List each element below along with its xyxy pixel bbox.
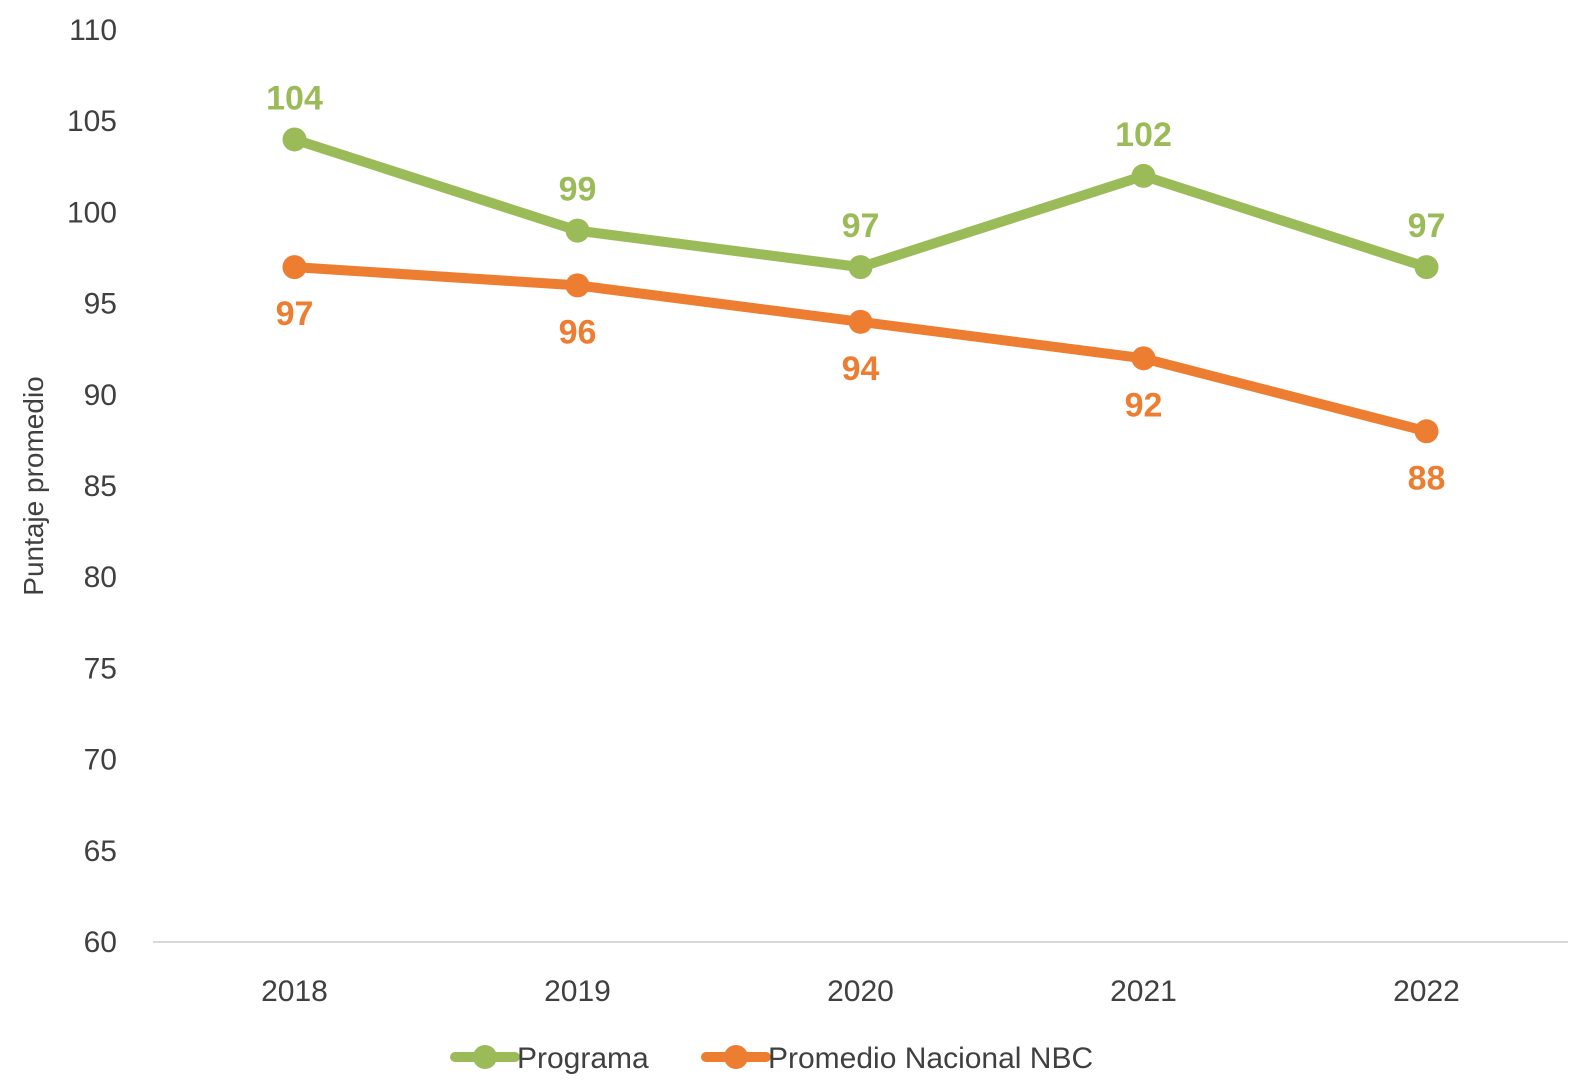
y-tick-label-65: 65 bbox=[84, 835, 117, 868]
data-point-promedio-nacional-nbc-2020 bbox=[848, 309, 873, 334]
x-tick-label-2020: 2020 bbox=[827, 975, 894, 1008]
y-axis-label: Puntaje promedio bbox=[18, 376, 49, 595]
data-point-programa-2021 bbox=[1131, 163, 1156, 188]
data-point-promedio-nacional-nbc-2018 bbox=[282, 255, 307, 280]
data-label-programa-2019: 99 bbox=[559, 171, 597, 209]
data-point-programa-2022 bbox=[1414, 255, 1439, 280]
x-tick-label-2022: 2022 bbox=[1393, 975, 1460, 1008]
y-tick-label-70: 70 bbox=[84, 744, 117, 777]
data-label-promedio-nacional-nbc-2018: 97 bbox=[276, 295, 314, 333]
y-tick-label-85: 85 bbox=[84, 470, 117, 503]
data-point-promedio-nacional-nbc-2021 bbox=[1131, 346, 1156, 371]
data-point-promedio-nacional-nbc-2022 bbox=[1414, 419, 1439, 444]
data-label-programa-2020: 97 bbox=[842, 207, 880, 245]
y-axis-ticks: 60 65 70 75 80 85 90 95 100 105 110 bbox=[67, 14, 117, 959]
data-label-programa-2021: 102 bbox=[1115, 116, 1172, 154]
data-point-programa-2019 bbox=[565, 218, 590, 243]
y-tick-label-80: 80 bbox=[84, 561, 117, 594]
data-point-programa-2018 bbox=[282, 127, 307, 152]
x-tick-label-2018: 2018 bbox=[261, 975, 328, 1008]
y-tick-label-60: 60 bbox=[84, 926, 117, 959]
y-tick-label-90: 90 bbox=[84, 379, 117, 412]
y-tick-label-95: 95 bbox=[84, 288, 117, 321]
y-tick-label-105: 105 bbox=[67, 105, 117, 138]
y-tick-label-100: 100 bbox=[67, 196, 117, 229]
y-tick-label-110: 110 bbox=[69, 14, 117, 47]
legend-label-programa: Programa bbox=[517, 1042, 649, 1075]
x-tick-label-2019: 2019 bbox=[544, 975, 611, 1008]
data-label-programa-2022: 97 bbox=[1408, 207, 1446, 245]
data-label-promedio-nacional-nbc-2021: 92 bbox=[1125, 386, 1163, 424]
legend-swatch-marker-programa bbox=[473, 1045, 497, 1069]
x-axis-ticks: 2018 2019 2020 2021 2022 bbox=[261, 975, 1460, 1008]
series-line-programa bbox=[289, 134, 1432, 273]
series-layer bbox=[282, 127, 1439, 444]
data-label-promedio-nacional-nbc-2019: 96 bbox=[559, 313, 597, 351]
data-label-promedio-nacional-nbc-2020: 94 bbox=[842, 350, 880, 388]
y-tick-label-75: 75 bbox=[84, 652, 117, 685]
legend-label-promedio-nacional-nbc: Promedio Nacional NBC bbox=[768, 1042, 1093, 1075]
legend-swatch-marker-promedio-nacional-nbc bbox=[724, 1045, 748, 1069]
data-point-promedio-nacional-nbc-2019 bbox=[565, 273, 590, 298]
x-tick-label-2021: 2021 bbox=[1110, 975, 1177, 1008]
data-labels-layer: 104 99 97 102 97 97 96 94 92 88 bbox=[266, 79, 1445, 497]
data-label-promedio-nacional-nbc-2022: 88 bbox=[1408, 459, 1446, 497]
data-label-programa-2018: 104 bbox=[266, 79, 323, 117]
data-point-programa-2020 bbox=[848, 255, 873, 280]
legend: Programa Promedio Nacional NBC bbox=[450, 1042, 1093, 1075]
